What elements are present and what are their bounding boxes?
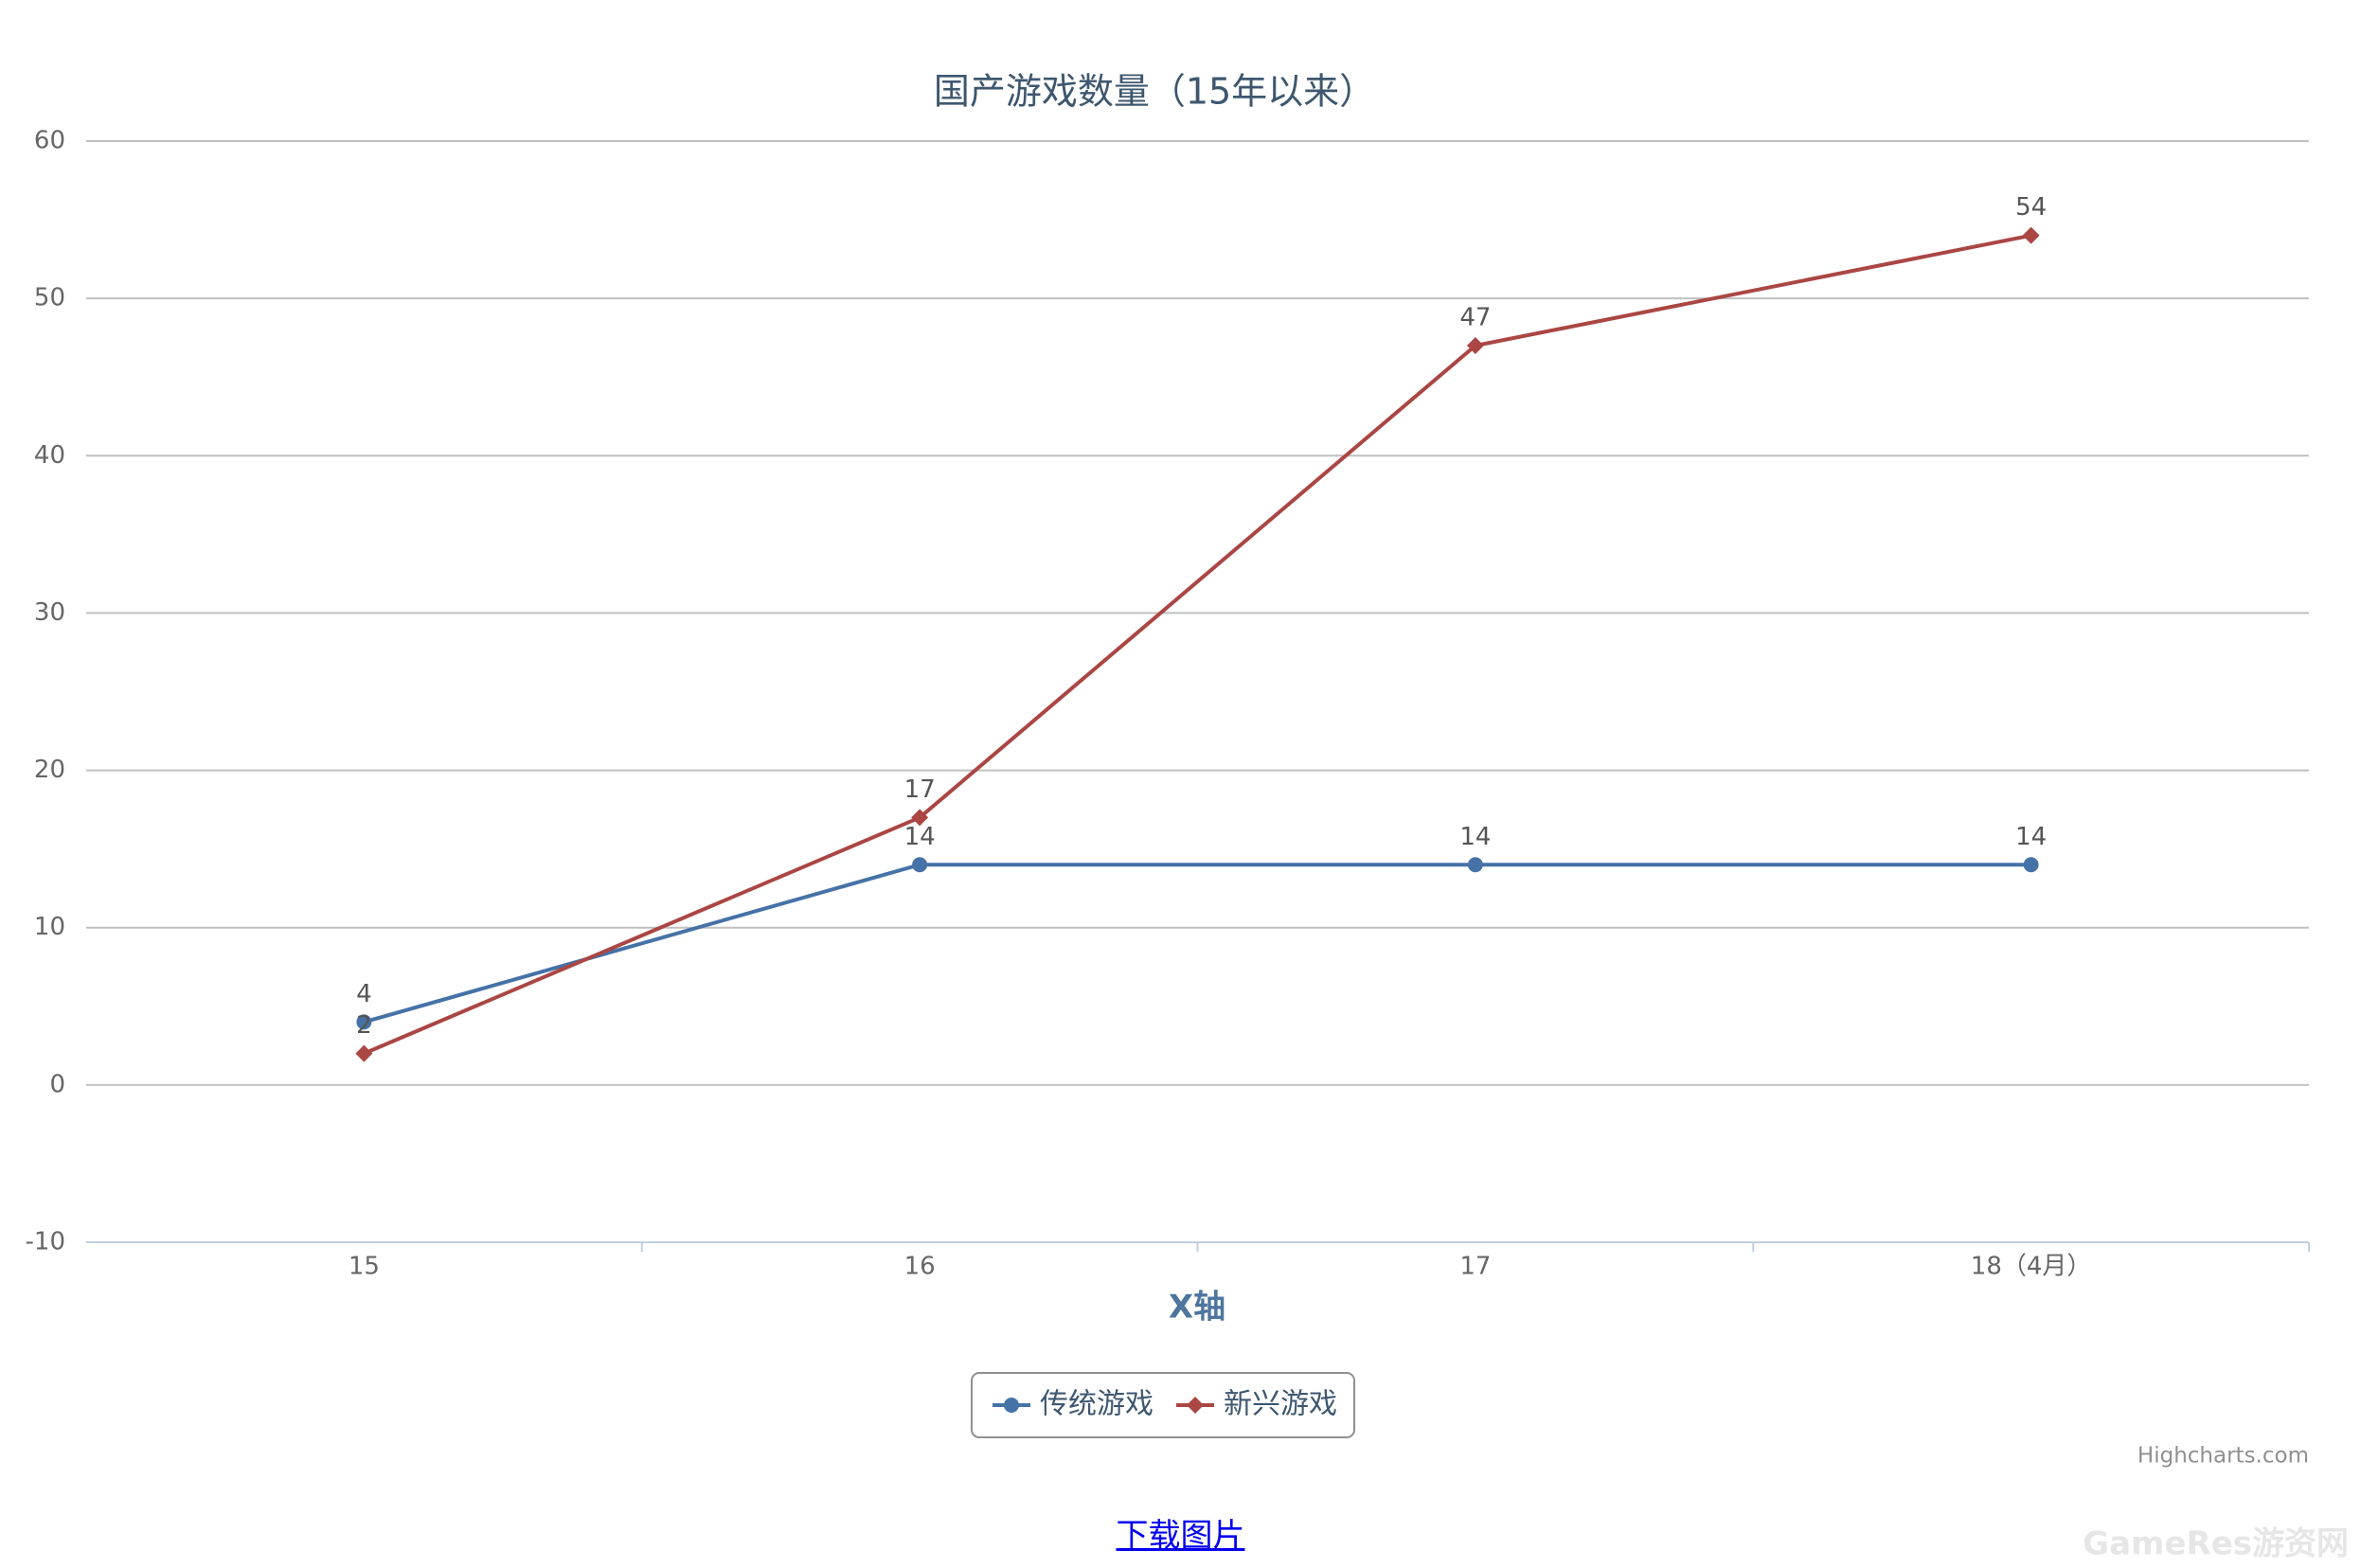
y-tick-label: -10	[26, 1228, 65, 1256]
data-label: 2	[356, 1011, 372, 1040]
data-label: 14	[904, 823, 936, 851]
watermark: GameRes游资网	[2083, 1525, 2349, 1563]
data-label: 4	[356, 980, 372, 1008]
y-tick-label: 30	[34, 598, 65, 627]
y-tick-label: 50	[34, 284, 65, 312]
credit: Highcharts.com	[2137, 1444, 2309, 1469]
data-label: 14	[1459, 823, 1491, 851]
y-tick-label: 10	[34, 913, 65, 941]
x-tick-label: 15	[349, 1253, 380, 1281]
chart-title: 国产游戏数量（15年以来）	[934, 71, 1375, 113]
point	[356, 1014, 372, 1030]
y-tick-label: 0	[49, 1070, 65, 1098]
legend-label[interactable]: 新兴游戏	[1224, 1388, 1337, 1421]
x-axis-label: X轴	[1169, 1289, 1225, 1327]
download-link[interactable]: 下载图片	[1116, 1517, 1245, 1555]
legend-symbol	[1187, 1397, 1204, 1414]
legend-box	[971, 1372, 1355, 1438]
point	[2022, 226, 2040, 244]
legend-symbol	[1004, 1398, 1019, 1413]
y-tick-label: 60	[34, 127, 65, 155]
point	[355, 1044, 373, 1062]
data-label: 47	[1459, 303, 1491, 331]
point	[2023, 857, 2039, 873]
x-tick-label: 16	[904, 1253, 936, 1281]
x-tick-label: 18（4月）	[1971, 1253, 2092, 1281]
legend-label[interactable]: 传统游戏	[1040, 1388, 1154, 1421]
series-line	[363, 863, 2031, 1025]
point	[1467, 857, 1483, 873]
point	[911, 809, 929, 827]
y-tick-label: 20	[34, 756, 65, 784]
x-tick-label: 17	[1459, 1253, 1491, 1281]
download-row: 下载图片	[0, 1509, 2361, 1556]
point	[1466, 336, 1484, 354]
data-label: 14	[2015, 823, 2047, 851]
y-tick-label: 40	[34, 441, 65, 470]
point	[912, 857, 928, 873]
data-label: 17	[904, 775, 936, 804]
series-line	[363, 233, 2032, 1056]
data-label: 54	[2015, 193, 2047, 222]
